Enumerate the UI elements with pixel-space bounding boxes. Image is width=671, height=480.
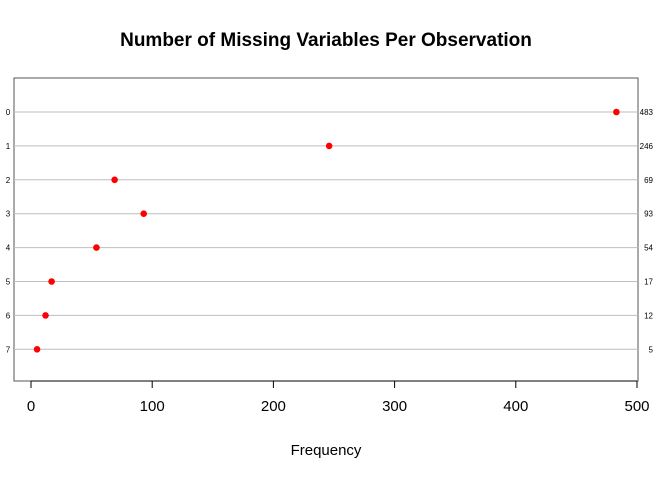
x-tick-label: 300 bbox=[382, 398, 407, 415]
x-tick-label: 0 bbox=[27, 398, 35, 415]
value-label: 483 bbox=[640, 108, 654, 117]
plot-frame bbox=[13, 77, 639, 382]
chart-title: Number of Missing Variables Per Observat… bbox=[120, 30, 532, 51]
row-label: 4 bbox=[6, 244, 11, 253]
grid-lines bbox=[14, 111, 638, 350]
x-axis-label: Frequency bbox=[291, 442, 362, 459]
x-tick-label: 100 bbox=[140, 398, 165, 415]
row-label: 3 bbox=[6, 210, 11, 219]
row-labels-right: 483 246 69 93 54 17 12 5 bbox=[640, 108, 654, 354]
data-points bbox=[33, 108, 620, 353]
value-label: 17 bbox=[644, 278, 653, 287]
data-point bbox=[42, 312, 49, 319]
row-label: 0 bbox=[6, 108, 11, 117]
row-labels-left: 0 1 2 3 4 5 6 7 bbox=[6, 108, 11, 354]
row-label: 1 bbox=[6, 142, 11, 151]
row-label: 6 bbox=[6, 311, 11, 320]
value-label: 93 bbox=[644, 210, 653, 219]
data-point bbox=[93, 244, 100, 251]
data-point bbox=[33, 346, 41, 353]
data-point bbox=[111, 176, 118, 184]
value-label: 12 bbox=[644, 311, 653, 320]
row-label: 7 bbox=[6, 345, 11, 354]
data-point bbox=[48, 278, 55, 285]
x-tick-label: 400 bbox=[503, 398, 528, 415]
x-axis: 0 100 200 300 400 500 bbox=[27, 380, 650, 415]
x-tick-label: 500 bbox=[624, 398, 649, 415]
data-point bbox=[613, 108, 620, 116]
data-point bbox=[325, 142, 333, 150]
value-label: 246 bbox=[640, 142, 654, 151]
x-tick-label: 200 bbox=[261, 398, 286, 415]
row-label: 5 bbox=[6, 278, 11, 287]
data-point bbox=[140, 210, 148, 217]
value-label: 5 bbox=[649, 345, 654, 354]
value-label: 69 bbox=[644, 176, 653, 185]
value-label: 54 bbox=[644, 244, 653, 253]
row-label: 2 bbox=[6, 176, 11, 185]
